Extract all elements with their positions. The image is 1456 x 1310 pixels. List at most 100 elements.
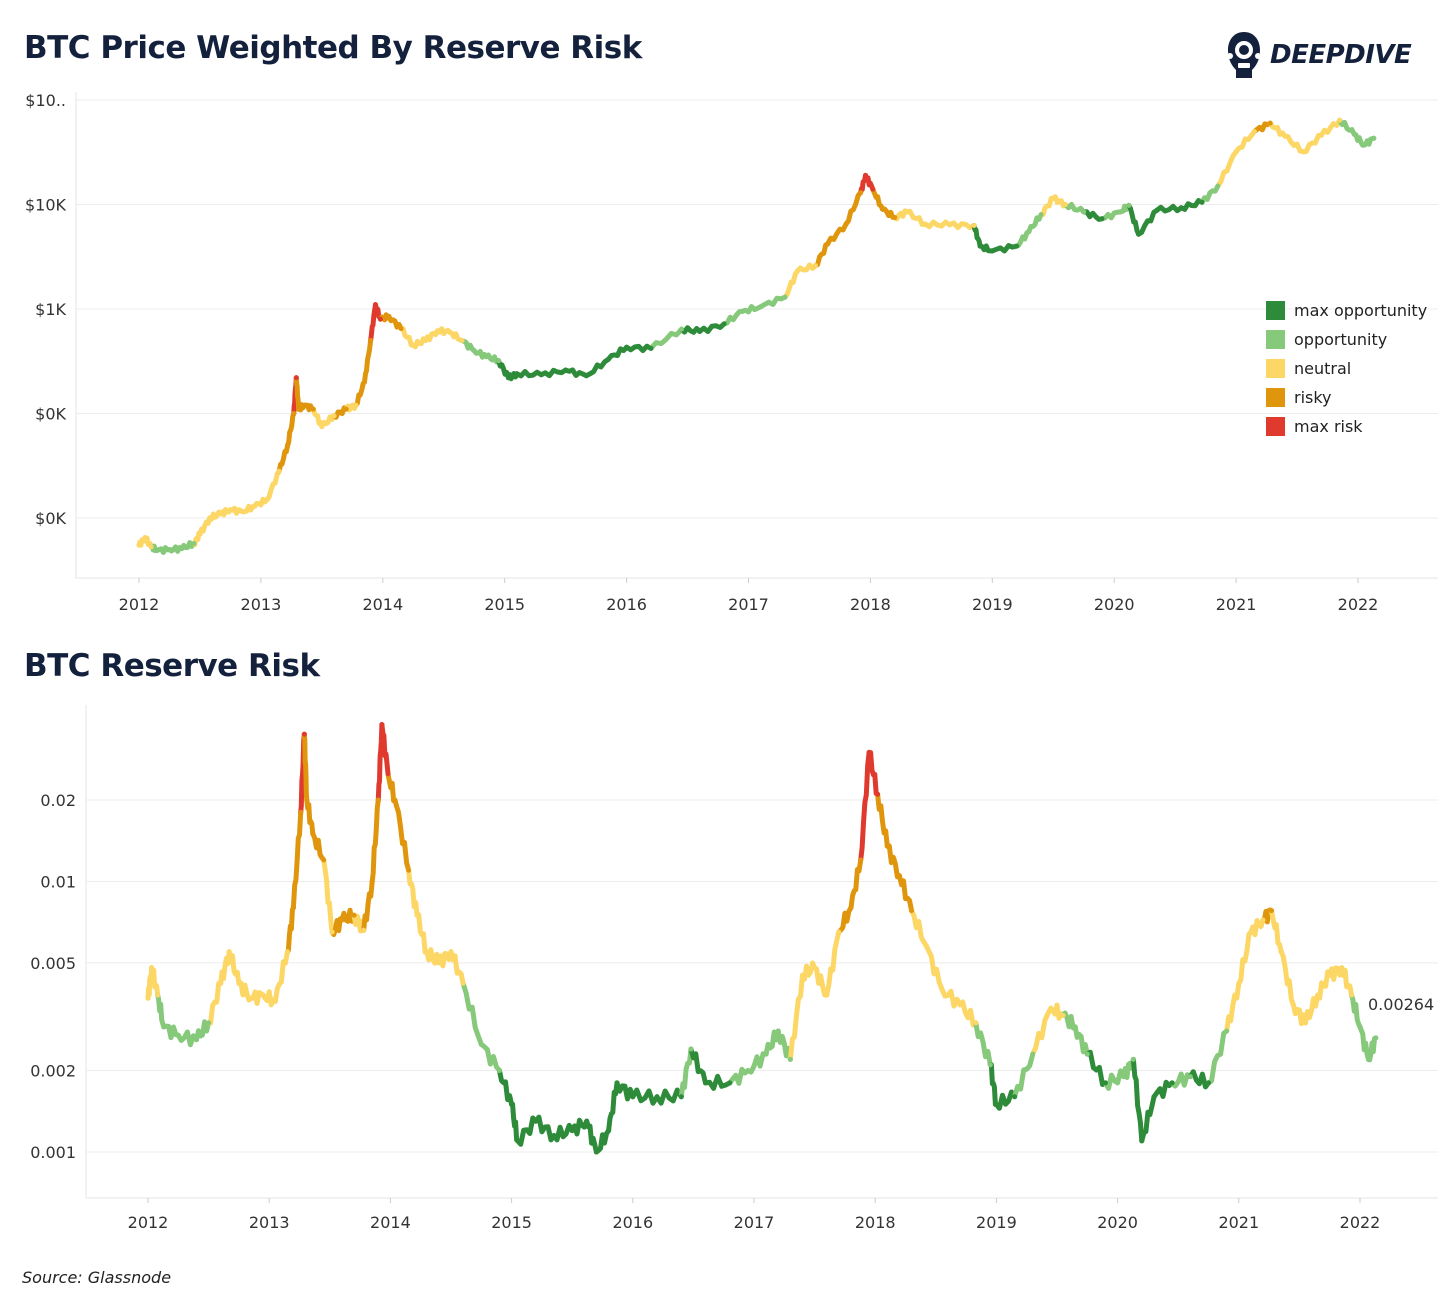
data-point: [136, 542, 142, 548]
data-point: [1269, 908, 1275, 914]
line-segment-risky: [848, 857, 864, 911]
reserve-risk-chart-x-axis: 2012 2013 2014 2015 2016 2017 2018 2019 2020 2021…: [128, 1198, 1380, 1232]
line-segment-neutral: [1290, 1002, 1308, 1027]
legend-item-risky: risky: [1266, 383, 1427, 412]
data-point: [957, 1002, 963, 1008]
line-segment-max-opportunity: [605, 344, 630, 362]
data-point: [1151, 1094, 1157, 1100]
brand-name: DEEPDIVE: [1270, 40, 1412, 70]
data-point: [563, 367, 569, 373]
data-point: [745, 1068, 751, 1074]
data-point: [630, 1094, 636, 1100]
data-point: [678, 1094, 684, 1100]
line-segment-max-opportunity: [514, 369, 544, 379]
data-point: [648, 345, 654, 351]
line-segment-risky: [362, 338, 374, 385]
data-point: [424, 949, 430, 955]
line-segment-neutral: [414, 912, 430, 955]
data-point: [1169, 1080, 1175, 1086]
line-segment-risky: [284, 905, 296, 955]
legend-swatch: [1266, 388, 1285, 407]
data-point: [191, 541, 197, 547]
data-point: [460, 980, 466, 986]
line-segment-max-opportunity: [993, 1089, 1018, 1111]
data-point: [1357, 1024, 1363, 1030]
legend-label: max opportunity: [1294, 301, 1428, 320]
line-segment-risky: [843, 190, 864, 227]
y-tick-label: 0.002: [30, 1062, 76, 1081]
line-segment-neutral: [904, 208, 928, 227]
line-segment-neutral: [824, 929, 842, 998]
data-point: [226, 949, 232, 955]
line-segment-risky: [293, 375, 302, 412]
data-point: [605, 356, 611, 362]
data-point: [218, 511, 224, 517]
line-segment-max-opportunity: [1136, 207, 1160, 237]
line-segment-opportunity: [1357, 1024, 1371, 1062]
line-segment-max-risk: [375, 722, 385, 803]
line-segment-risky: [276, 442, 291, 474]
data-point: [1260, 917, 1266, 923]
data-point: [1267, 120, 1273, 126]
x-tick-label: 2020: [1097, 1213, 1138, 1232]
x-tick-label: 2018: [850, 595, 891, 614]
data-point: [448, 949, 454, 955]
chart-legend: max opportunity opportunity neutral risk…: [1266, 296, 1427, 441]
data-point: [148, 544, 154, 550]
line-segment-max-opportunity: [551, 1122, 575, 1143]
data-point: [1337, 117, 1343, 123]
x-tick-label: 2021: [1218, 1213, 1259, 1232]
data-point: [1302, 1020, 1308, 1026]
line-segment-opportunity: [1099, 209, 1123, 222]
data-point: [880, 206, 886, 212]
data-point: [977, 243, 983, 249]
data-point: [290, 905, 296, 911]
line-segment-risky: [339, 907, 357, 924]
data-point: [1327, 972, 1333, 978]
legend-label: opportunity: [1294, 330, 1388, 349]
data-point: [293, 375, 299, 381]
data-point: [989, 248, 995, 254]
line-segment-opportunity: [175, 1029, 199, 1048]
data-point: [1251, 128, 1257, 134]
data-point: [353, 402, 359, 408]
price-chart-y-axis: $10.. $10K $1K $0K $0K: [25, 91, 67, 528]
data-point: [496, 1068, 502, 1074]
line-segment-opportunity: [1349, 992, 1363, 1030]
reserve-risk-last-value: 0.00264: [1368, 995, 1434, 1014]
x-tick-label: 2018: [855, 1213, 896, 1232]
x-tick-label: 2017: [728, 595, 769, 614]
data-point: [870, 186, 876, 192]
line-segment-max-opportunity: [538, 367, 569, 379]
data-point: [758, 304, 764, 310]
legend-label: neutral: [1294, 359, 1352, 378]
line-segment-neutral: [957, 999, 979, 1028]
legend-item-neutral: neutral: [1266, 354, 1427, 383]
line-segment-neutral: [1282, 133, 1306, 155]
line-segment-neutral: [787, 972, 805, 1062]
data-point: [1373, 1035, 1379, 1041]
data-point: [142, 535, 148, 541]
line-segment-neutral: [410, 336, 428, 350]
data-point: [1099, 216, 1105, 222]
data-point: [1030, 1051, 1036, 1057]
line-segment-max-opportunity: [1126, 202, 1142, 237]
data-point: [1215, 183, 1221, 189]
line-segment-risky: [1251, 120, 1273, 134]
data-point: [614, 1080, 620, 1086]
diver-helmet-icon: [1227, 32, 1261, 78]
data-point: [175, 1032, 181, 1038]
line-segment-opportunity: [1366, 1035, 1379, 1063]
y-tick-label: 0.005: [30, 954, 76, 973]
line-segment-max-opportunity: [703, 1073, 733, 1091]
x-tick-label: 2019: [976, 1213, 1017, 1232]
legend-swatch: [1266, 330, 1285, 349]
data-point: [1048, 1005, 1054, 1011]
line-segment-neutral: [423, 328, 441, 343]
line-segment-max-opportunity: [971, 223, 983, 249]
data-point: [301, 731, 307, 737]
y-tick-label: $0K: [35, 509, 66, 528]
line-segment-max-opportunity: [496, 358, 511, 381]
data-point: [1278, 949, 1284, 955]
data-point: [329, 929, 335, 935]
